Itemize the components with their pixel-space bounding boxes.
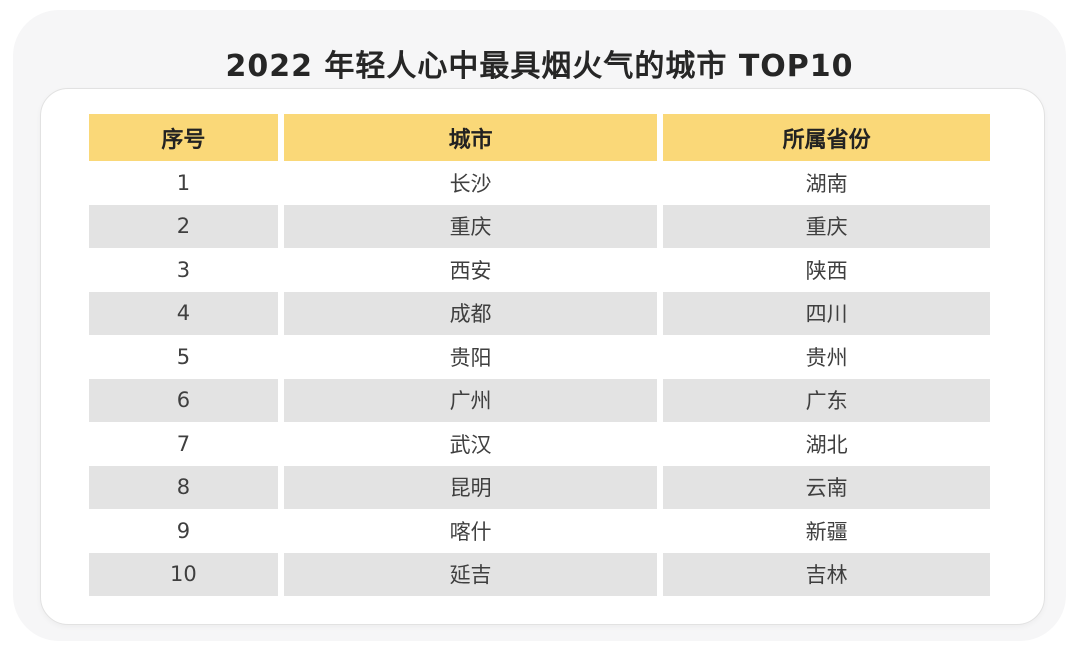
cell-index: 5 — [176, 344, 191, 369]
column-header-province: 所属省份 — [663, 114, 990, 161]
cell-province: 云南 — [663, 465, 990, 509]
cell-index: 1 — [176, 170, 191, 195]
table-header-row: 序号 城市 所属省份 — [89, 114, 990, 161]
table-row: 8 昆明 云南 — [89, 465, 990, 509]
table-card: 序号 城市 所属省份 1 长沙 湖南 2 重庆 重庆 3 西安 陕西 4 成都 … — [40, 88, 1045, 625]
table-row: 7 武汉 湖北 — [89, 422, 990, 466]
cell-index: 6 — [89, 378, 278, 422]
page-panel: 2022 年轻人心中最具烟火气的城市 TOP10 序号 城市 所属省份 1 长沙… — [13, 10, 1066, 641]
cell-city: 喀什 — [449, 519, 492, 544]
table-row: 10 延吉 吉林 — [89, 552, 990, 596]
cell-city: 重庆 — [283, 204, 658, 248]
cell-city: 昆明 — [283, 465, 658, 509]
cell-city: 贵阳 — [449, 345, 492, 370]
table-row: 6 广州 广东 — [89, 378, 990, 422]
cell-city: 西安 — [449, 258, 492, 283]
cell-province: 广东 — [663, 378, 990, 422]
table-row: 3 西安 陕西 — [89, 248, 990, 292]
cell-index: 7 — [176, 431, 191, 456]
cell-province: 湖北 — [805, 432, 848, 457]
table-row: 2 重庆 重庆 — [89, 204, 990, 248]
table-row: 1 长沙 湖南 — [89, 161, 990, 205]
cell-province: 新疆 — [805, 519, 848, 544]
cell-province: 吉林 — [663, 552, 990, 596]
cell-province: 湖南 — [805, 171, 848, 196]
table-body: 1 长沙 湖南 2 重庆 重庆 3 西安 陕西 4 成都 四川 5 贵阳 贵州 … — [89, 161, 990, 596]
cell-index: 3 — [176, 257, 191, 282]
table-row: 4 成都 四川 — [89, 291, 990, 335]
cell-province: 陕西 — [805, 258, 848, 283]
cell-city: 武汉 — [449, 432, 492, 457]
table-row: 5 贵阳 贵州 — [89, 335, 990, 379]
cell-index: 8 — [89, 465, 278, 509]
cell-index: 4 — [89, 291, 278, 335]
cell-city: 成都 — [283, 291, 658, 335]
cell-province: 贵州 — [805, 345, 848, 370]
column-header-index: 序号 — [89, 114, 278, 161]
column-header-city: 城市 — [283, 114, 658, 161]
cell-province: 重庆 — [663, 204, 990, 248]
cell-city: 广州 — [283, 378, 658, 422]
cell-province: 四川 — [663, 291, 990, 335]
cell-index: 2 — [89, 204, 278, 248]
ranking-table: 序号 城市 所属省份 1 长沙 湖南 2 重庆 重庆 3 西安 陕西 4 成都 … — [89, 114, 990, 596]
page-title: 2022 年轻人心中最具烟火气的城市 TOP10 — [225, 49, 854, 84]
cell-city: 延吉 — [283, 552, 658, 596]
cell-index: 9 — [176, 518, 191, 543]
cell-index: 10 — [89, 552, 278, 596]
cell-city: 长沙 — [449, 171, 492, 196]
table-row: 9 喀什 新疆 — [89, 509, 990, 553]
